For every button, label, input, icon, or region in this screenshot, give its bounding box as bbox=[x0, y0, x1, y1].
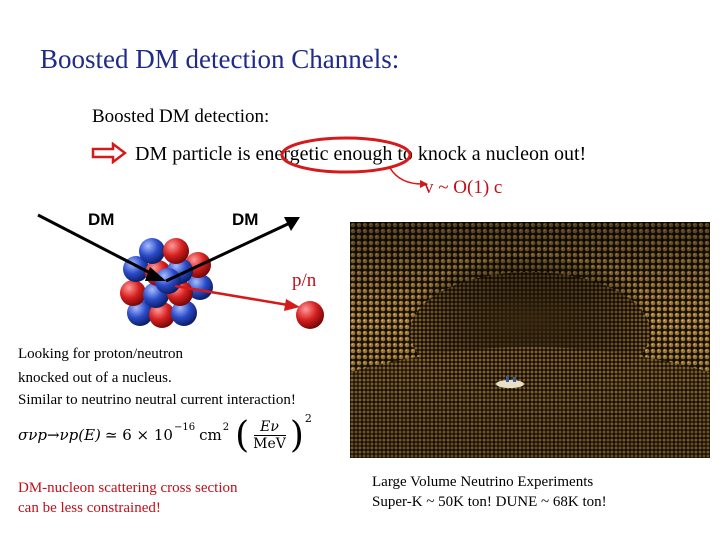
experiments-note-line-1: Large Volume Neutrino Experiments bbox=[372, 474, 594, 490]
nucleon-recoil-arrow bbox=[174, 284, 300, 311]
highlight-ellipse bbox=[280, 136, 428, 188]
formula-open-paren: ( bbox=[235, 414, 250, 456]
formula-fraction-bar bbox=[253, 434, 286, 436]
looking-for-line-3: Similar to neutrino neutral current inte… bbox=[18, 392, 296, 408]
dm-outgoing-label: DM bbox=[232, 210, 259, 229]
nucleus bbox=[120, 238, 213, 328]
nucleus-scattering-diagram bbox=[37, 213, 324, 329]
formula-power: 2 bbox=[304, 412, 312, 425]
formula-ratio-numerator: Eν bbox=[260, 418, 279, 435]
super-kamiokande-detector-image bbox=[350, 222, 710, 458]
boat bbox=[496, 376, 524, 388]
bullet-text: DM particle is energetic enough to knock… bbox=[135, 143, 587, 165]
nucleon-label: p/n bbox=[292, 270, 317, 291]
experiments-note-line-2: Super-K ~ 50K ton! DUNE ~ 68K ton! bbox=[372, 494, 607, 510]
ejected-nucleon bbox=[296, 301, 324, 329]
looking-for-line-2: knocked out of a nucleus. bbox=[18, 370, 172, 386]
formula-unit-exp: 2 bbox=[222, 422, 230, 433]
formula-approx: ≃ 6 × 10 bbox=[104, 426, 173, 444]
slide-title: Boosted DM detection Channels: bbox=[40, 44, 400, 74]
incoming-dm-arrow bbox=[37, 213, 166, 281]
outgoing-dm-arrow bbox=[165, 217, 300, 283]
formula-lhs: σνp→νp(E) bbox=[18, 426, 101, 444]
looking-for-line-1: Looking for proton/neutron bbox=[18, 346, 183, 362]
scattering-note-line-2: can be less constrained! bbox=[18, 500, 161, 516]
formula-unit: cm bbox=[199, 426, 222, 444]
cross-section-formula: σνp→νp(E) ≃ 6 × 10 −16 cm 2 ( Eν MeV ) 2 bbox=[18, 410, 312, 460]
dm-incoming-label: DM bbox=[88, 210, 115, 229]
scattering-note-line-1: DM-nucleon scattering cross section bbox=[18, 480, 238, 496]
formula-exponent: −16 bbox=[173, 422, 196, 433]
speed-note: v ~ O(1) c bbox=[424, 177, 503, 198]
subtitle: Boosted DM detection: bbox=[92, 106, 270, 127]
hollow-arrow-icon bbox=[91, 142, 127, 164]
formula-fraction: Eν MeV bbox=[253, 419, 286, 452]
formula-ratio-denominator: MeV bbox=[253, 435, 286, 452]
formula-close-paren: ) bbox=[289, 414, 304, 456]
